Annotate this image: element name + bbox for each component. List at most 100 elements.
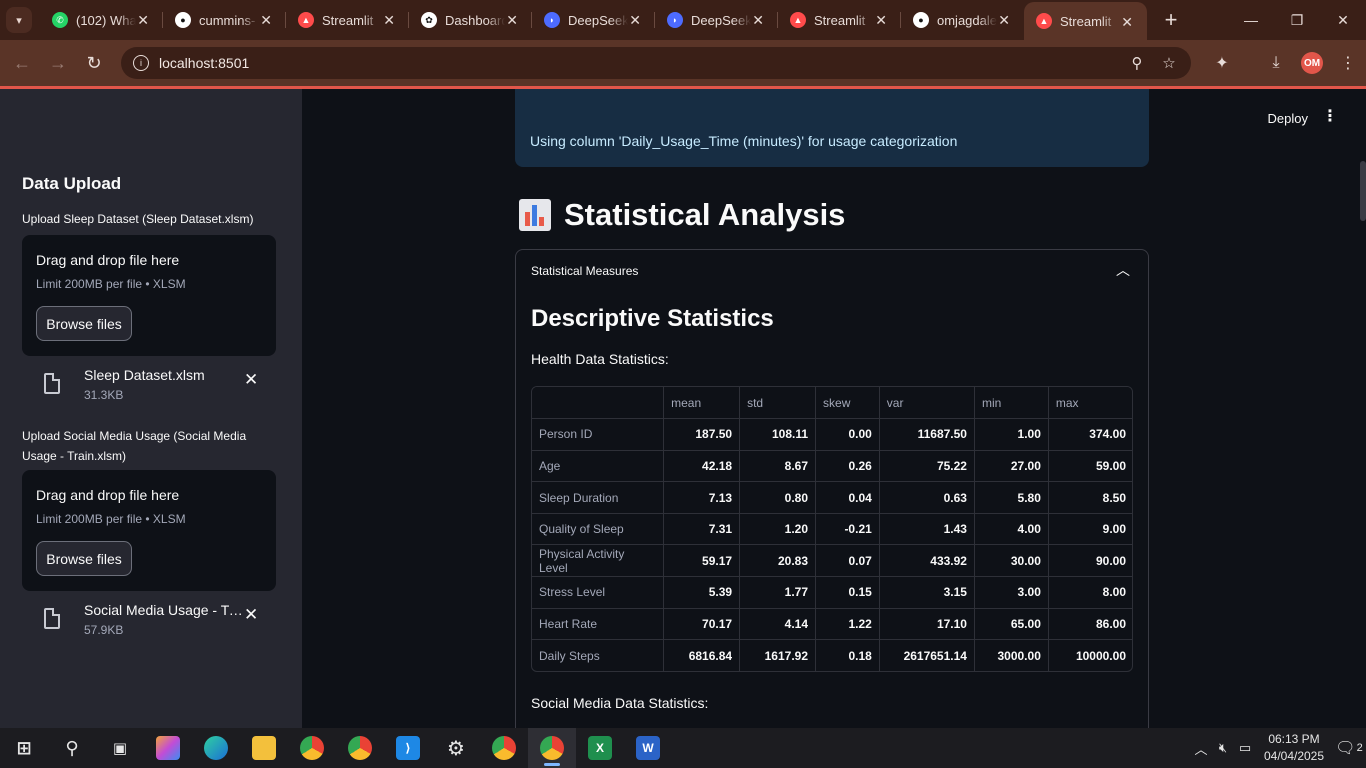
table-cell[interactable]: 0.07 — [815, 544, 880, 578]
table-cell[interactable]: 65.00 — [974, 608, 1049, 641]
speaker-muted-icon[interactable]: 🔇︎ — [1218, 740, 1228, 755]
column-header[interactable]: mean — [663, 387, 741, 420]
expander-label[interactable]: Statistical Measures — [531, 264, 639, 278]
word-button[interactable]: W — [624, 728, 672, 768]
row-index-cell[interactable]: Person ID — [532, 418, 665, 451]
table-cell[interactable]: 8.67 — [739, 450, 817, 483]
table-cell[interactable]: 4.00 — [974, 513, 1049, 546]
table-cell[interactable]: 1617.92 — [739, 639, 817, 672]
scrollbar-thumb[interactable] — [1360, 161, 1366, 221]
table-cell[interactable]: 10000.00 — [1048, 639, 1132, 672]
row-index-cell[interactable]: Daily Steps — [532, 639, 665, 672]
tab-close-icon[interactable]: ✕ — [506, 12, 518, 28]
zoom-icon[interactable]: ⚲ — [1131, 55, 1143, 72]
table-cell[interactable]: 3000.00 — [974, 639, 1049, 672]
settings-button[interactable]: ⚙ — [432, 728, 480, 768]
browser-tab[interactable]: ◗ DeepSeek ✕ — [655, 0, 778, 40]
table-cell[interactable]: 0.04 — [815, 481, 880, 514]
row-index-cell[interactable]: Quality of Sleep — [532, 513, 665, 546]
table-cell[interactable]: 17.10 — [879, 608, 975, 641]
table-cell[interactable]: 1.22 — [815, 608, 880, 641]
new-tab-button[interactable]: + — [1164, 7, 1178, 32]
restore-icon[interactable]: ❐ — [1290, 11, 1304, 28]
row-index-cell[interactable]: Physical Activity Level — [532, 544, 665, 578]
column-header[interactable]: std — [739, 387, 817, 420]
remove-file-icon[interactable]: ✕ — [244, 370, 259, 389]
table-cell[interactable]: 90.00 — [1048, 544, 1132, 578]
table-cell[interactable]: 374.00 — [1048, 418, 1132, 451]
table-cell[interactable]: 187.50 — [663, 418, 741, 451]
table-cell[interactable]: 70.17 — [663, 608, 741, 641]
table-cell[interactable]: 4.14 — [739, 608, 817, 641]
address-bar[interactable]: i localhost:8501 ⚲ ☆ — [121, 47, 1191, 79]
table-cell[interactable]: 108.11 — [739, 418, 817, 451]
column-header[interactable]: var — [879, 387, 975, 420]
table-cell[interactable]: 3.00 — [974, 576, 1049, 609]
deploy-button[interactable]: Deploy — [1267, 111, 1308, 126]
column-header[interactable]: max — [1048, 387, 1132, 420]
remove-file-icon[interactable]: ✕ — [244, 605, 259, 624]
table-cell[interactable]: 0.15 — [815, 576, 880, 609]
table-cell[interactable]: 1.43 — [879, 513, 975, 546]
search-button[interactable]: ⚲ — [48, 728, 96, 768]
browser-tab[interactable]: ◗ DeepSeek ✕ — [532, 0, 655, 40]
table-cell[interactable]: 30.00 — [974, 544, 1049, 578]
edge-button[interactable] — [192, 728, 240, 768]
column-header[interactable]: min — [974, 387, 1049, 420]
minimize-icon[interactable]: — — [1244, 12, 1258, 28]
browser-tab[interactable]: ● omjagdale ✕ — [901, 0, 1024, 40]
table-cell[interactable]: 1.00 — [974, 418, 1049, 451]
table-cell[interactable]: 27.00 — [974, 450, 1049, 483]
site-info-icon[interactable]: i — [133, 55, 149, 71]
table-cell[interactable]: 59.00 — [1048, 450, 1132, 483]
table-cell[interactable]: 0.63 — [879, 481, 975, 514]
table-cell[interactable]: 0.00 — [815, 418, 880, 451]
chrome-button-1[interactable] — [288, 728, 336, 768]
table-cell[interactable]: 0.80 — [739, 481, 817, 514]
browser-tab[interactable]: ✿ Dashboard ✕ — [409, 0, 532, 40]
chrome-button-3[interactable] — [480, 728, 528, 768]
tab-close-icon[interactable]: ✕ — [137, 12, 149, 28]
chrome-button-active[interactable] — [528, 728, 576, 768]
file-explorer-button[interactable] — [240, 728, 288, 768]
table-cell[interactable]: 20.83 — [739, 544, 817, 578]
table-cell[interactable]: 0.18 — [815, 639, 880, 672]
browser-tab[interactable]: ▲ Streamlit ✕ — [1024, 2, 1147, 40]
table-cell[interactable]: 8.50 — [1048, 481, 1132, 514]
close-window-icon[interactable]: ✕ — [1337, 11, 1349, 28]
table-cell[interactable]: 5.39 — [663, 576, 741, 609]
tab-close-icon[interactable]: ✕ — [383, 12, 395, 28]
table-cell[interactable]: 5.80 — [974, 481, 1049, 514]
chevron-up-icon[interactable]: ︿ — [1116, 262, 1130, 278]
chevron-up-icon[interactable]: ︿ — [1194, 741, 1208, 757]
tab-close-icon[interactable]: ✕ — [1121, 14, 1133, 30]
table-cell[interactable]: 7.31 — [663, 513, 741, 546]
table-cell[interactable]: 6816.84 — [663, 639, 741, 672]
table-cell[interactable]: 433.92 — [879, 544, 975, 578]
tab-close-icon[interactable]: ✕ — [260, 12, 272, 28]
profile-avatar[interactable]: OM — [1301, 52, 1323, 74]
table-cell[interactable]: 75.22 — [879, 450, 975, 483]
bookmark-star-icon[interactable]: ☆ — [1162, 55, 1176, 72]
network-icon[interactable]: ▭ — [1238, 740, 1252, 755]
tab-close-icon[interactable]: ✕ — [629, 12, 641, 28]
table-cell[interactable]: 2617651.14 — [879, 639, 975, 672]
table-cell[interactable]: -0.21 — [815, 513, 880, 546]
row-index-cell[interactable]: Stress Level — [532, 576, 665, 609]
browser-tab[interactable]: ▲ Streamlit ✕ — [286, 0, 409, 40]
table-cell[interactable]: 42.18 — [663, 450, 741, 483]
table-cell[interactable]: 59.17 — [663, 544, 741, 578]
browse-files-button[interactable]: Browse files — [36, 541, 132, 576]
clock[interactable]: 06:13 PM 04/04/2025 — [1256, 731, 1332, 765]
table-cell[interactable]: 7.13 — [663, 481, 741, 514]
column-header[interactable]: skew — [815, 387, 880, 420]
row-index-cell[interactable]: Age — [532, 450, 665, 483]
back-arrow-icon[interactable]: ← — [13, 52, 31, 73]
table-cell[interactable]: 9.00 — [1048, 513, 1132, 546]
row-index-cell[interactable]: Sleep Duration — [532, 481, 665, 514]
vscode-button[interactable]: ⟩ — [384, 728, 432, 768]
health-stats-table[interactable]: mean std skew var min max Person ID 187.50 108.… — [531, 386, 1133, 673]
sleep-dropzone[interactable]: Drag and drop file here Limit 200MB per … — [22, 235, 276, 356]
browse-files-button[interactable]: Browse files — [36, 306, 132, 341]
download-icon[interactable]: ⤓ — [1272, 54, 1280, 71]
